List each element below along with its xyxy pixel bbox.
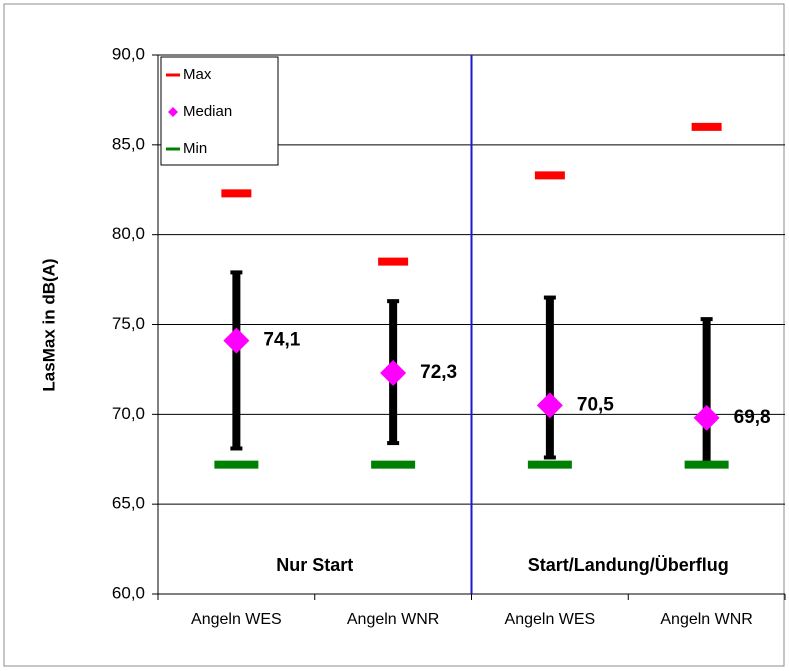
max-marker [221, 189, 252, 198]
range-bar [232, 272, 241, 449]
range-cap [543, 455, 556, 460]
y-tick-label: 75,0 [112, 314, 145, 333]
data-label: 70,5 [577, 394, 614, 415]
x-tick-label: Angeln WNR [347, 611, 439, 628]
legend-label: Median [183, 103, 232, 120]
group-label: Nur Start [276, 555, 353, 575]
range-cap [230, 446, 243, 451]
range-cap [387, 299, 400, 304]
x-tick-label: Angeln WES [191, 611, 282, 628]
y-tick-label: 60,0 [112, 583, 145, 602]
y-tick-label: 80,0 [112, 224, 145, 243]
min-marker [214, 460, 259, 469]
data-label: 72,3 [420, 362, 457, 383]
legend-label: Min [183, 140, 207, 157]
range-cap [230, 270, 243, 275]
legend-box [160, 56, 279, 166]
data-label: 69,8 [734, 407, 771, 428]
min-marker [684, 460, 729, 469]
min-marker [371, 460, 416, 469]
range-bar [545, 297, 554, 458]
group-label: Start/Landung/Überflug [528, 555, 729, 575]
max-marker [378, 257, 409, 266]
y-tick-label: 65,0 [112, 494, 145, 513]
min-marker [527, 460, 572, 469]
legend-marker [166, 73, 180, 77]
max-marker [534, 171, 565, 180]
data-label: 74,1 [263, 330, 300, 351]
x-tick-label: Angeln WNR [660, 611, 752, 628]
legend-marker [168, 107, 178, 117]
y-tick-label: 70,0 [112, 404, 145, 423]
legend-marker [166, 147, 180, 151]
median-marker [223, 327, 250, 354]
median-marker [380, 360, 407, 387]
x-tick-label: Angeln WES [505, 611, 596, 628]
range-cap [543, 295, 556, 300]
range-bar [702, 319, 711, 463]
range-cap [387, 441, 400, 446]
median-marker [536, 392, 563, 419]
y-tick-label: 85,0 [112, 134, 145, 153]
legend-label: Max [183, 66, 212, 83]
y-axis-title: LasMax in dB(A) [39, 258, 58, 391]
median-marker [693, 404, 720, 431]
range-cap [700, 317, 713, 322]
y-tick-label: 90,0 [112, 44, 145, 63]
max-marker [691, 122, 722, 131]
